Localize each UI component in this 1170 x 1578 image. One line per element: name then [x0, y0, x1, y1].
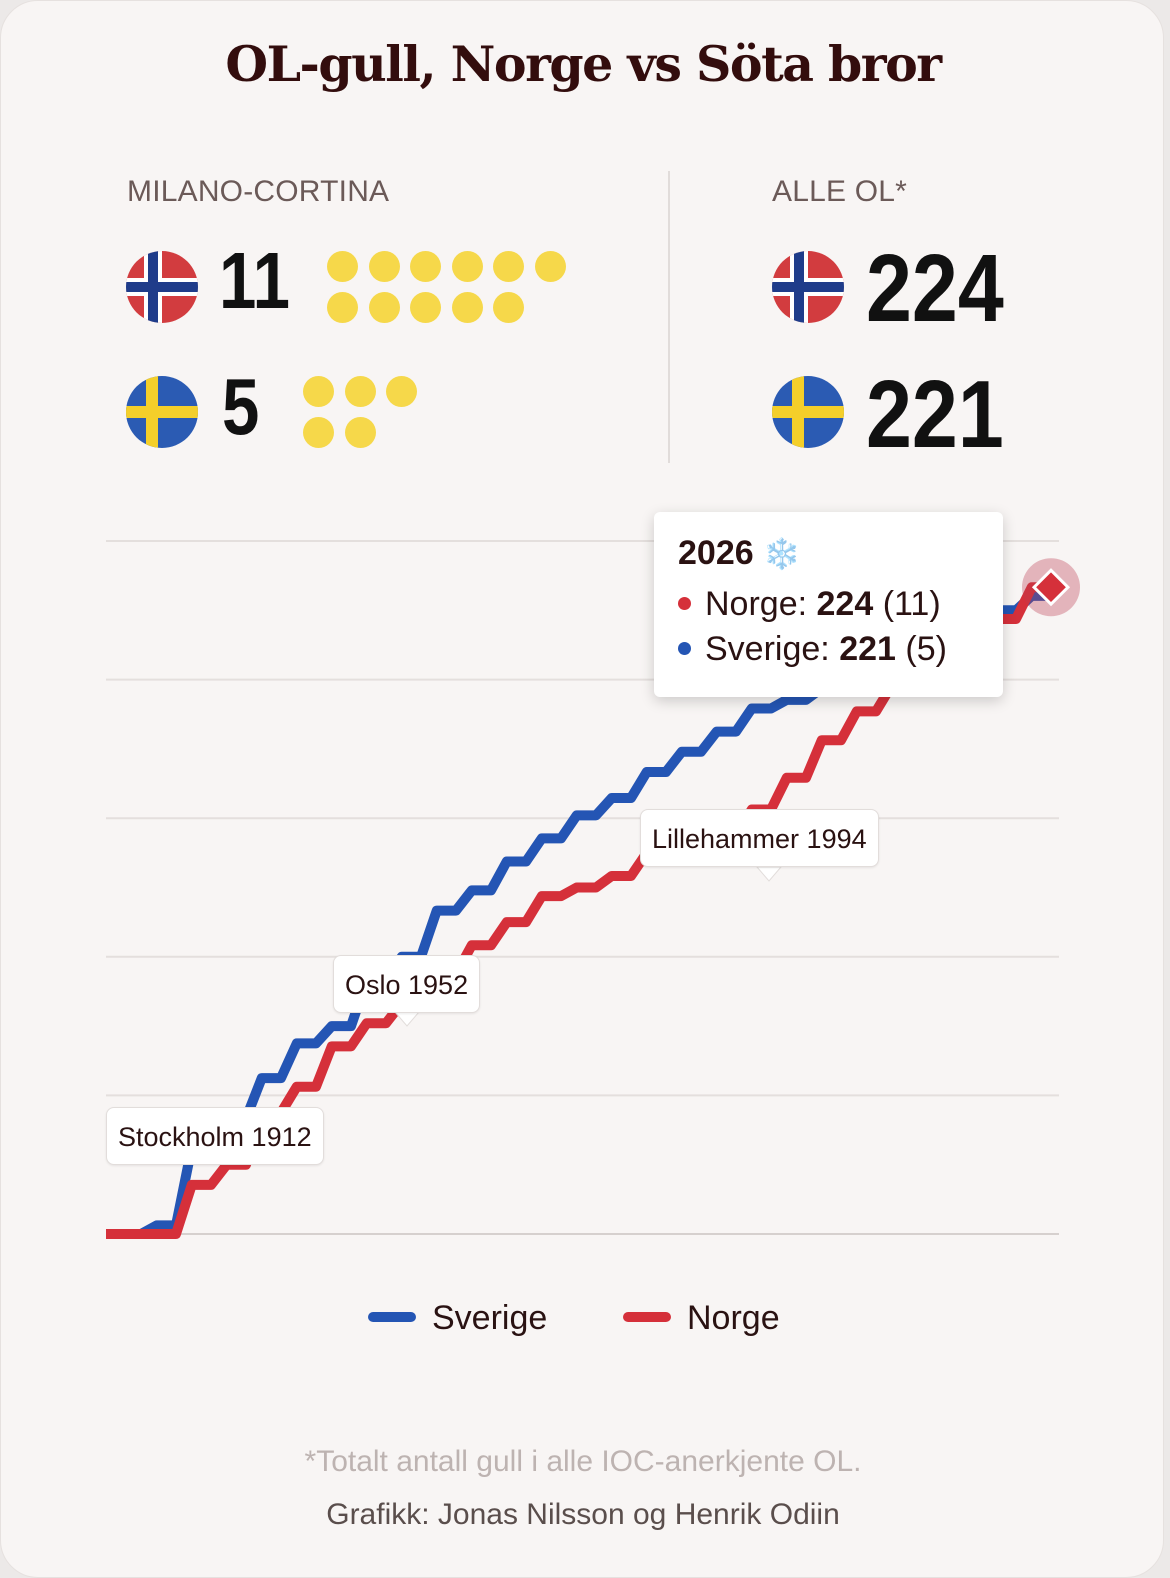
tooltip-sverige-row: Sverige: 221 (5)	[678, 627, 1003, 672]
annotation-lillehammer-1994: Lillehammer 1994	[640, 809, 879, 867]
norway-gold-medal-icon	[451, 292, 483, 323]
legend-sverige[interactable]: Sverige	[368, 1296, 547, 1340]
tooltip-sverige-total: 221	[839, 630, 896, 668]
norge-dot-icon	[678, 596, 691, 610]
sweden-flag-icon	[126, 376, 198, 448]
hover-tooltip: 2026 ❄️ Norge: 224 (11) Sverige: 221 (5)	[654, 512, 1003, 697]
norway-gold-medal-icon	[493, 292, 525, 323]
legend-norge[interactable]: Norge	[623, 1296, 780, 1340]
current-norway-count: 11	[219, 236, 291, 325]
summary-divider	[668, 171, 670, 463]
legend-norge-swatch	[623, 1312, 671, 1323]
legend-sverige-swatch	[368, 1312, 416, 1323]
tooltip-sverige-new: (5)	[905, 630, 947, 668]
norway-gold-medal-icon	[451, 251, 483, 282]
legend-sverige-label: Sverige	[432, 1299, 548, 1337]
norway-gold-medal-icon	[368, 292, 400, 323]
tooltip-norge-row: Norge: 224 (11)	[678, 582, 1003, 627]
sweden-flag-icon	[772, 376, 844, 448]
norway-gold-medal-icon	[327, 251, 358, 282]
alltime-norway-count: 224	[866, 235, 1004, 342]
sweden-gold-medal-icon	[344, 417, 376, 448]
chart-title: OL-gull, Norge vs Söta bror	[225, 35, 942, 93]
current-sweden-count: 5	[222, 362, 260, 451]
tooltip-norge-new: (11)	[882, 585, 941, 623]
sweden-gold-medal-icon	[344, 376, 376, 407]
tooltip-year-value: 2026	[678, 534, 754, 572]
norway-gold-medal-icon	[327, 292, 358, 323]
alltime-sweden-count: 221	[866, 361, 1004, 468]
current-games-label: MILANO-CORTINA	[127, 175, 390, 208]
highlighted-point-2026[interactable]	[1031, 568, 1071, 607]
footnote-credit: Grafikk: Jonas Nilsson og Henrik Odiin	[326, 1498, 840, 1531]
sweden-gold-medal-icon	[303, 376, 334, 407]
norway-gold-medal-icon	[493, 251, 525, 282]
annotation-pointer	[755, 866, 783, 882]
alltime-label: ALLE OL*	[772, 175, 908, 208]
tooltip-norge-total: 224	[816, 585, 874, 623]
norway-flag-icon	[772, 251, 844, 323]
annotation-pointer	[393, 1011, 421, 1027]
norway-gold-medal-icon	[410, 251, 442, 282]
norway-gold-medal-icon	[368, 251, 400, 282]
tooltip-norge-label: Norge:	[705, 585, 808, 623]
norway-gold-medal-icon	[410, 292, 442, 323]
footnote-note: *Totalt antall gull i alle IOC-anerkjent…	[304, 1445, 862, 1478]
annotation-stockholm-1912: Stockholm 1912	[106, 1107, 324, 1165]
sweden-gold-medal-icon	[303, 417, 334, 448]
sverige-dot-icon	[678, 641, 691, 655]
legend-norge-label: Norge	[687, 1299, 780, 1337]
tooltip-sverige-label: Sverige:	[705, 630, 830, 668]
norway-gold-medal-icon	[535, 251, 566, 282]
snowflake-icon: ❄️	[763, 538, 801, 571]
annotation-oslo-1952: Oslo 1952	[333, 955, 481, 1013]
norway-flag-icon	[126, 251, 198, 323]
tooltip-year: 2026 ❄️	[678, 534, 1003, 582]
sweden-gold-medal-icon	[386, 376, 418, 407]
